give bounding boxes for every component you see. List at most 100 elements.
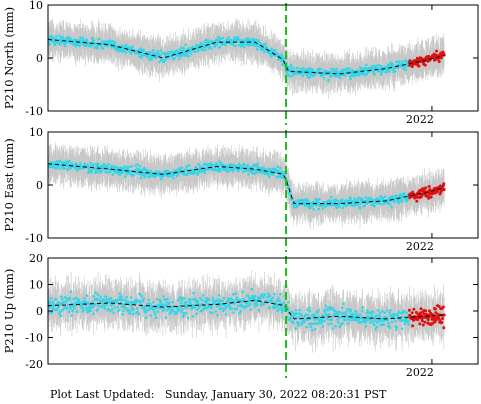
data-point [246,37,250,40]
data-point [152,49,155,52]
data-point [324,312,327,315]
data-point [394,319,397,323]
data-point [130,300,134,304]
data-point [78,44,81,48]
data-point [193,171,197,174]
data-point [159,49,163,52]
recent-data-point [439,56,443,60]
data-point [143,175,147,179]
data-point [314,203,318,207]
y-tick-label: 20 [29,252,43,265]
data-point [373,323,376,327]
data-point [227,36,230,39]
data-point [59,314,62,318]
data-point [52,40,56,44]
data-point [202,294,205,297]
data-point [307,322,311,326]
data-point [257,165,260,169]
data-point [359,202,362,205]
data-point [242,298,246,301]
data-point [185,54,189,58]
recent-data-point [424,186,428,190]
model-trend-line [48,38,445,75]
data-point [374,327,377,331]
data-point [180,46,183,49]
data-point [183,54,186,58]
data-point [313,318,316,322]
data-point [388,203,392,206]
data-point [190,306,194,310]
data-point [301,66,305,70]
data-point [289,63,293,67]
data-point [49,297,53,300]
data-point [349,196,352,199]
data-point [119,298,123,302]
data-point [74,44,78,48]
data-point [229,163,233,166]
data-point [376,321,380,324]
data-point [166,297,169,301]
data-point [178,296,182,300]
data-point [184,43,187,47]
plot-updated-footer: Plot Last Updated: Sunday, January 30, 2… [50,388,386,401]
data-point [391,63,395,66]
data-point [113,170,117,174]
data-point [323,319,326,323]
data-point [398,198,401,202]
data-point [365,63,368,67]
data-point [247,173,250,176]
data-point [401,60,404,63]
data-point [311,315,315,319]
recent-data-point [440,320,444,324]
data-point [181,296,184,300]
data-point [358,313,362,317]
data-point [291,321,295,325]
data-point [371,310,375,314]
data-point [378,201,382,205]
data-point [335,67,339,71]
data-point [221,307,224,310]
data-point [194,298,198,301]
data-point [107,162,110,166]
data-point [63,167,67,170]
data-point [365,319,369,322]
data-point [162,307,166,311]
y-tick-label: 10 [29,0,43,12]
data-point [211,296,215,300]
data-point [287,300,290,304]
data-point [207,305,210,308]
data-point [393,200,396,203]
plot-updated-label: Plot Last Updated: [50,388,155,401]
recent-data-point [426,318,430,322]
data-point [396,314,399,318]
data-point [146,309,150,312]
data-point [131,312,135,316]
data-point [348,67,351,70]
data-point [121,313,124,316]
data-point [251,43,254,47]
data-point [393,317,396,320]
y-tick-label: 10 [29,126,43,139]
data-point [211,163,214,167]
data-point [53,308,56,311]
data-point [210,311,214,315]
data-point [160,177,163,181]
data-point [254,38,258,42]
data-point [336,318,339,321]
data-point [208,298,211,302]
data-point [312,207,316,211]
data-point [154,313,157,316]
data-point [103,307,107,310]
recent-data-point [433,320,437,324]
data-point [320,67,323,71]
data-point [69,305,72,309]
data-point [328,318,332,322]
data-point [255,303,259,307]
data-point [231,169,235,173]
data-point [89,309,92,313]
data-point [75,38,78,42]
data-point [381,196,385,200]
data-point [331,70,335,74]
data-point [149,303,152,306]
data-point [99,295,102,299]
